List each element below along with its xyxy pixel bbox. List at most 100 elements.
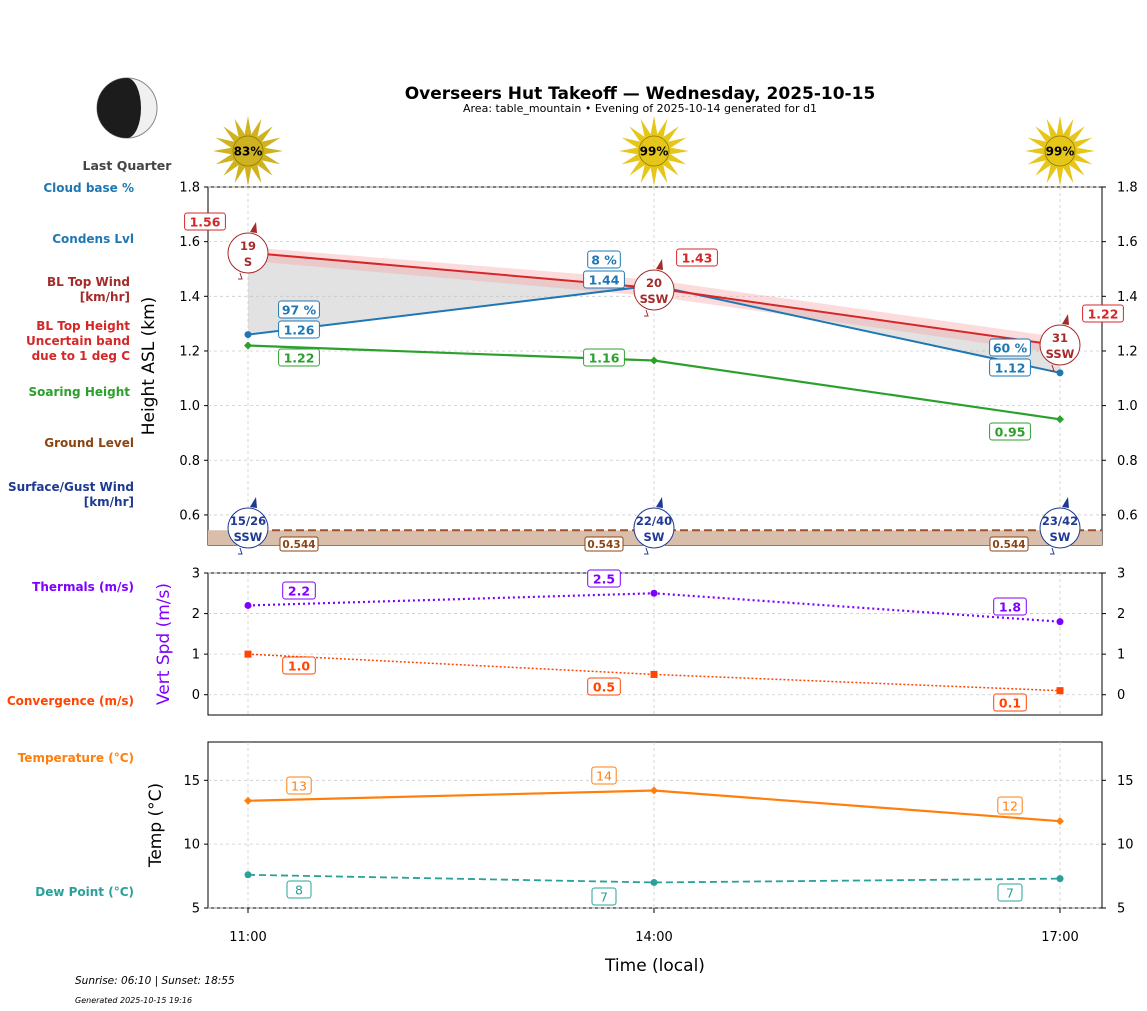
height-tick-label-left: 1.4 bbox=[179, 290, 200, 305]
soaring-point bbox=[650, 356, 658, 365]
bl-top-height-label: 1.22 bbox=[1082, 304, 1124, 323]
x-tick-label: 14:00 bbox=[635, 930, 672, 945]
chart-subtitle: Area: table_mountain • Evening of 2025-1… bbox=[463, 102, 817, 115]
vspeed-tick-label-right: 1 bbox=[1117, 648, 1125, 663]
svg-text:14: 14 bbox=[596, 769, 612, 784]
condensation-label: 1.44 bbox=[583, 270, 625, 289]
svg-text:SSW: SSW bbox=[1046, 347, 1075, 361]
svg-text:1.26: 1.26 bbox=[284, 323, 315, 338]
soaring-label: 0.95 bbox=[989, 422, 1031, 441]
side-label-surface-unit: [km/hr] bbox=[84, 495, 134, 509]
side-label-convergence: Convergence (m/s) bbox=[7, 694, 134, 708]
vspeed-tick-label-left: 2 bbox=[192, 607, 200, 622]
dewpoint-label: 8 bbox=[286, 880, 312, 899]
vertical-side-labels: Thermals (m/s) Convergence (m/s) bbox=[7, 580, 134, 708]
vspeed-tick-label-right: 0 bbox=[1117, 688, 1125, 703]
dewpoint-label: 7 bbox=[591, 887, 617, 906]
bl-top-wind-barb: 20 SSW bbox=[633, 259, 675, 317]
svg-text:8: 8 bbox=[295, 883, 303, 898]
svg-text:S: S bbox=[244, 255, 252, 269]
dewpoint-label: 7 bbox=[997, 883, 1023, 902]
side-label-bl-height: BL Top Height bbox=[36, 319, 130, 333]
x-axis-label: Time (local) bbox=[604, 956, 705, 976]
temperature-side-labels: Temperature (°C) Dew Point (°C) bbox=[18, 751, 134, 899]
height-tick-label-right: 1.6 bbox=[1117, 235, 1138, 250]
temp-axis-label: Temp (°C) bbox=[146, 783, 166, 868]
dewpoint-line bbox=[247, 873, 1061, 884]
svg-text:0.95: 0.95 bbox=[995, 425, 1026, 440]
side-label-soaring: Soaring Height bbox=[29, 385, 131, 399]
height-tick-label-right: 1.2 bbox=[1117, 344, 1138, 359]
sun-indicators: 83% 99% 99% bbox=[213, 116, 1095, 186]
surface-wind-barb: 22/40 SW bbox=[633, 497, 675, 555]
svg-text:2.2: 2.2 bbox=[288, 584, 310, 599]
svg-text:23/42: 23/42 bbox=[1042, 514, 1078, 528]
temperature-label: 13 bbox=[286, 776, 312, 795]
svg-text:15/26: 15/26 bbox=[230, 514, 266, 528]
height-tick-label-left: 1.0 bbox=[179, 399, 200, 414]
svg-text:19: 19 bbox=[240, 239, 256, 253]
thermals-label: 2.2 bbox=[282, 581, 316, 600]
height-tick-label-left: 0.6 bbox=[179, 508, 200, 523]
sun-percent-label: 99% bbox=[1046, 145, 1075, 159]
temp-tick-label-right: 5 bbox=[1117, 902, 1125, 917]
svg-text:1.0: 1.0 bbox=[288, 659, 310, 674]
side-label-bl-wind: BL Top Wind bbox=[47, 275, 130, 289]
temp-tick-label-right: 15 bbox=[1117, 774, 1134, 789]
ground-level-label: 0.543 bbox=[584, 536, 624, 552]
vspeed-tick-label-left: 0 bbox=[192, 688, 200, 703]
soaring-label: 1.16 bbox=[583, 348, 625, 367]
x-tick-label: 17:00 bbox=[1041, 930, 1078, 945]
svg-text:1.56: 1.56 bbox=[190, 215, 221, 230]
height-frame bbox=[207, 186, 1103, 546]
generated-time: Generated 2025-10-15 19:16 bbox=[75, 996, 192, 1005]
side-label-bl-wind-unit: [km/hr] bbox=[80, 290, 130, 304]
vspeed-tick-label-right: 2 bbox=[1117, 607, 1125, 622]
height-tick-label-right: 1.4 bbox=[1117, 290, 1138, 305]
svg-text:2.5: 2.5 bbox=[593, 572, 615, 587]
surface-wind-barb: 23/42 SW bbox=[1039, 497, 1081, 555]
vert-speed-axis-label: Vert Spd (m/s) bbox=[154, 583, 174, 705]
bl-top-height-label: 1.56 bbox=[184, 212, 226, 231]
svg-text:7: 7 bbox=[600, 890, 608, 905]
svg-text:20: 20 bbox=[646, 276, 662, 290]
x-tick-label: 11:00 bbox=[229, 930, 266, 945]
cloud-base-label: 8 % bbox=[587, 250, 621, 269]
sun-icon: 83% bbox=[213, 116, 283, 186]
condensation-point bbox=[1056, 369, 1064, 377]
height-tick-label-left: 1.8 bbox=[179, 181, 200, 196]
ground-level-label: 0.544 bbox=[279, 536, 319, 552]
condensation-label: 1.12 bbox=[989, 358, 1031, 377]
bl-top-wind-barb: 19 S bbox=[227, 222, 269, 280]
side-label-cloud: Cloud base % bbox=[43, 181, 134, 195]
dewpoint-point bbox=[1056, 875, 1064, 883]
side-label-surface: Surface/Gust Wind bbox=[8, 480, 134, 494]
temperature-point bbox=[650, 786, 658, 795]
temp-tick-label-right: 10 bbox=[1117, 838, 1134, 853]
temp-tick-label-left: 10 bbox=[183, 838, 200, 853]
svg-text:1.44: 1.44 bbox=[589, 273, 620, 288]
svg-text:1.8: 1.8 bbox=[999, 600, 1021, 615]
svg-text:0.544: 0.544 bbox=[282, 539, 315, 551]
sun-icon: 99% bbox=[1025, 116, 1095, 186]
temperature-label: 12 bbox=[997, 796, 1023, 815]
sun-times: Sunrise: 06:10 | Sunset: 18:55 bbox=[75, 975, 235, 987]
sun-percent-label: 99% bbox=[640, 145, 669, 159]
svg-text:22/40: 22/40 bbox=[636, 514, 672, 528]
soaring-label: 1.22 bbox=[278, 348, 320, 367]
vspeed-tick-label-left: 1 bbox=[192, 648, 200, 663]
soaring-point bbox=[1056, 415, 1064, 424]
height-side-labels: Cloud base % Condens Lvl BL Top Wind [km… bbox=[8, 181, 134, 509]
moon-phase-label: Last Quarter bbox=[83, 158, 173, 173]
svg-text:0.1: 0.1 bbox=[999, 696, 1021, 711]
svg-text:1.16: 1.16 bbox=[589, 351, 620, 366]
convergence-point bbox=[244, 650, 252, 658]
temperature-label: 14 bbox=[591, 766, 617, 785]
convergence-label: 0.5 bbox=[587, 677, 621, 696]
dewpoint-point bbox=[650, 878, 658, 886]
side-label-dewpoint: Dew Point (°C) bbox=[35, 885, 134, 899]
height-tick-label-left: 1.2 bbox=[179, 344, 200, 359]
condensation-label: 1.26 bbox=[278, 320, 320, 339]
bl-top-height-label: 1.43 bbox=[676, 248, 718, 267]
cloud-base-label: 97 % bbox=[278, 300, 320, 319]
